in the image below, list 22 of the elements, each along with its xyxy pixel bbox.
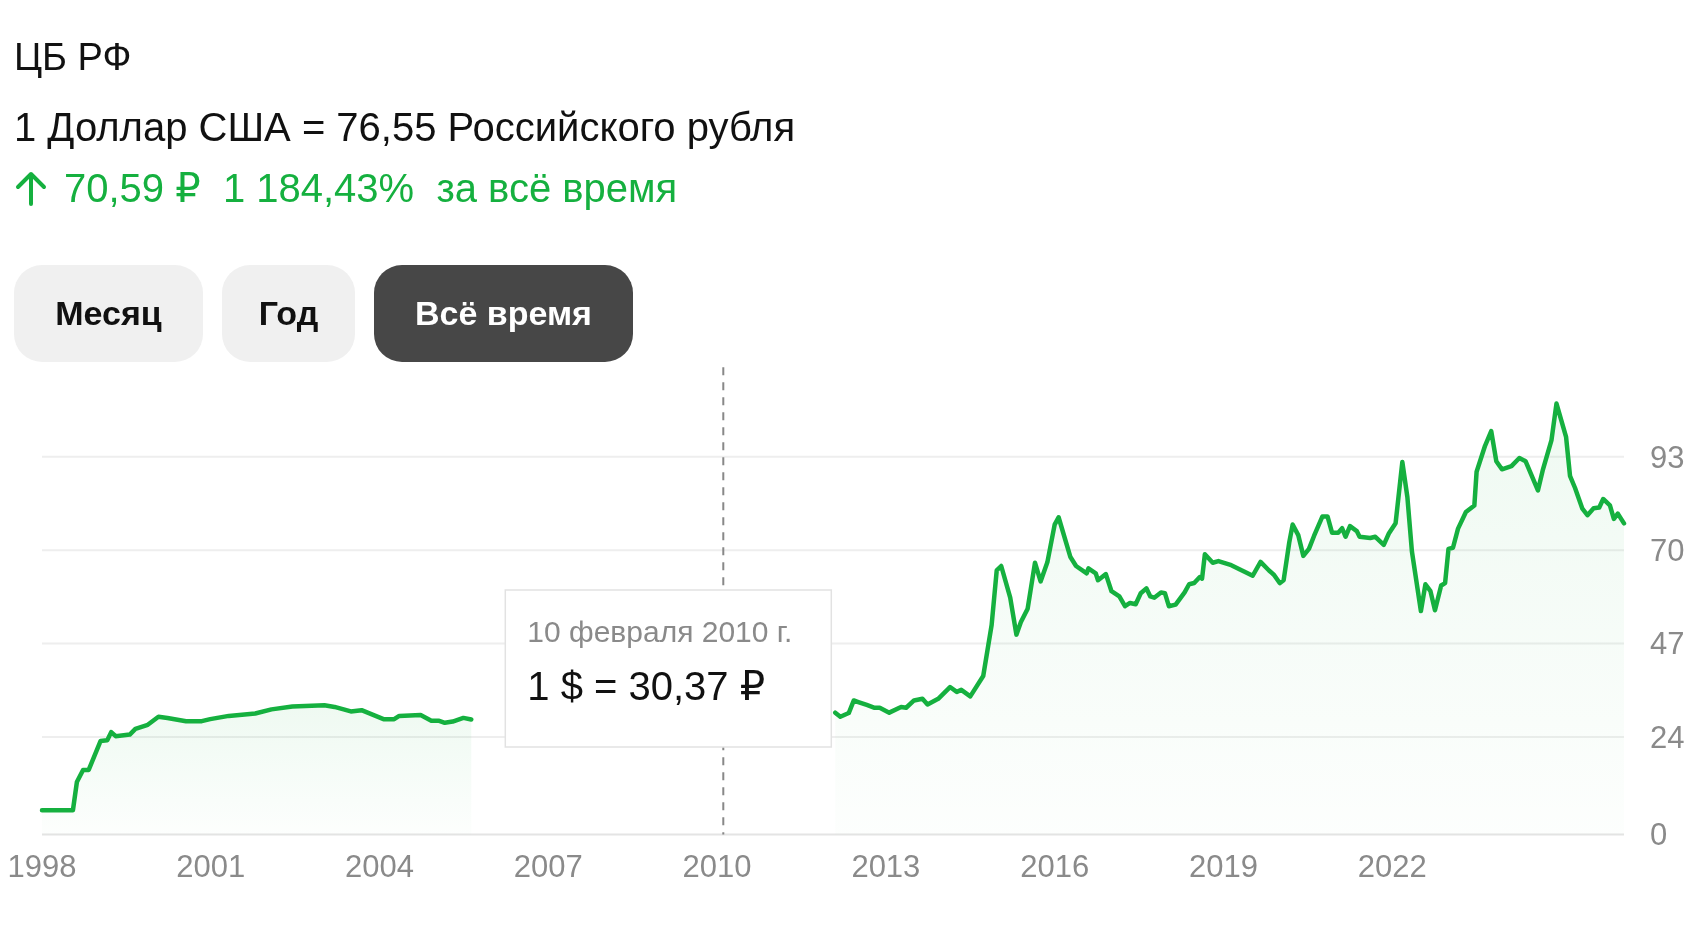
- x-tick-label: 2013: [851, 849, 921, 884]
- x-tick-label: 2016: [1020, 849, 1090, 884]
- text: 70,59 ₽ 1 184,43% за всё время: [64, 166, 678, 210]
- x-tick-label: 2010: [682, 849, 752, 884]
- x-tick-label: 2007: [513, 849, 583, 884]
- y-tick-label: 93: [1650, 439, 1685, 475]
- chart-title: ЦБ РФ: [14, 36, 132, 78]
- chart-subtitle: 1 Доллар США = 76,55 Российского рубля: [14, 105, 796, 149]
- text: Год: [258, 294, 319, 332]
- y-tick-label: 47: [1650, 626, 1685, 662]
- x-tick-label: 2004: [345, 849, 415, 884]
- ref-line-label: 10 февраля 2010 г.: [527, 615, 793, 648]
- text: Месяц: [55, 294, 162, 332]
- x-tick-label: 2019: [1188, 849, 1258, 884]
- x-tick-label: 2022: [1357, 849, 1427, 884]
- y-tick-label: 24: [1650, 719, 1685, 755]
- y-tick-label: 0: [1650, 817, 1668, 853]
- text: Всё время: [415, 294, 592, 332]
- x-tick-label: 2001: [176, 849, 246, 884]
- annotation: 1 $ = 30,37 ₽: [527, 664, 766, 708]
- x-tick-label: 1998: [7, 849, 77, 884]
- y-tick-label: 70: [1650, 533, 1685, 569]
